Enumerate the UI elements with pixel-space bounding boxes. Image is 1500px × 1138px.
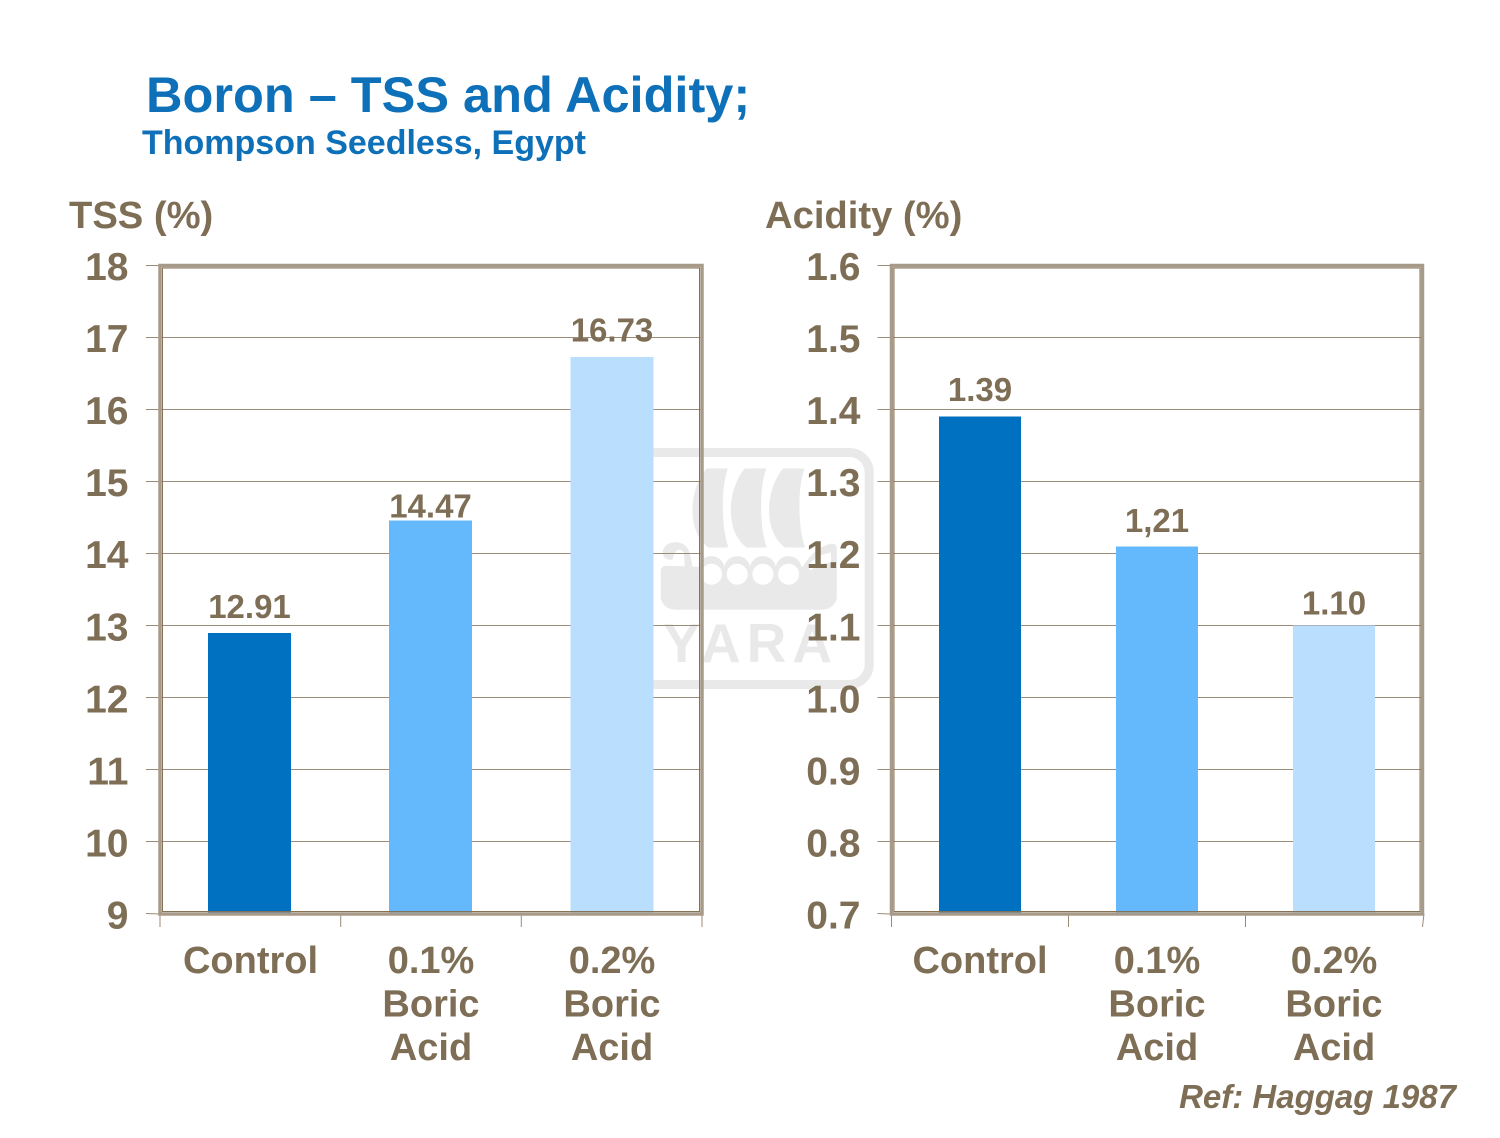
svg-text:11: 11 bbox=[87, 750, 128, 793]
svg-text:0.1%: 0.1% bbox=[1114, 940, 1201, 982]
svg-text:18: 18 bbox=[85, 246, 128, 289]
svg-text:1.6: 1.6 bbox=[806, 246, 860, 289]
svg-text:0.1%: 0.1% bbox=[388, 940, 475, 982]
svg-text:Ref: Haggag 1987: Ref: Haggag 1987 bbox=[1179, 1078, 1458, 1115]
svg-text:14.47: 14.47 bbox=[389, 488, 472, 525]
svg-text:Boric: Boric bbox=[563, 984, 660, 1026]
svg-text:Acid: Acid bbox=[1293, 1027, 1375, 1069]
svg-text:17: 17 bbox=[85, 318, 128, 361]
svg-text:12: 12 bbox=[85, 678, 128, 721]
svg-text:0.8: 0.8 bbox=[806, 822, 860, 865]
svg-text:Boron – TSS and Acidity;: Boron – TSS and Acidity; bbox=[146, 66, 750, 123]
svg-text:Acidity (%): Acidity (%) bbox=[765, 194, 962, 237]
svg-text:10: 10 bbox=[85, 822, 128, 865]
svg-text:1.39: 1.39 bbox=[948, 371, 1012, 408]
svg-text:1.3: 1.3 bbox=[806, 462, 860, 505]
svg-text:16.73: 16.73 bbox=[571, 312, 654, 349]
svg-text:YARA: YARA bbox=[663, 612, 838, 674]
svg-text:0.2%: 0.2% bbox=[569, 940, 656, 982]
svg-text:0.7: 0.7 bbox=[806, 895, 860, 938]
svg-text:Control: Control bbox=[183, 940, 318, 982]
svg-text:1.5: 1.5 bbox=[806, 318, 860, 361]
svg-text:15: 15 bbox=[85, 462, 128, 505]
svg-text:Acid: Acid bbox=[1116, 1027, 1198, 1069]
svg-text:9: 9 bbox=[107, 895, 129, 938]
svg-text:Thompson Seedless, Egypt: Thompson Seedless, Egypt bbox=[142, 124, 586, 162]
svg-text:TSS (%): TSS (%) bbox=[69, 194, 213, 237]
svg-text:1.2: 1.2 bbox=[806, 534, 860, 577]
svg-text:Acid: Acid bbox=[390, 1027, 472, 1069]
svg-text:Control: Control bbox=[912, 940, 1047, 982]
svg-text:14: 14 bbox=[85, 534, 129, 577]
svg-text:0.9: 0.9 bbox=[806, 750, 860, 793]
svg-text:Acid: Acid bbox=[571, 1027, 653, 1069]
svg-text:Boric: Boric bbox=[1285, 984, 1382, 1026]
svg-text:1.4: 1.4 bbox=[806, 390, 861, 433]
svg-text:Boric: Boric bbox=[1108, 984, 1205, 1026]
svg-text:1.10: 1.10 bbox=[1302, 585, 1366, 622]
svg-text:13: 13 bbox=[85, 606, 128, 649]
svg-text:1.1: 1.1 bbox=[806, 606, 860, 649]
svg-text:1.0: 1.0 bbox=[806, 678, 860, 721]
svg-text:1,21: 1,21 bbox=[1125, 502, 1189, 539]
svg-text:0.2%: 0.2% bbox=[1291, 940, 1378, 982]
svg-text:12.91: 12.91 bbox=[208, 588, 291, 625]
svg-text:Boric: Boric bbox=[382, 984, 479, 1026]
svg-text:16: 16 bbox=[85, 390, 128, 433]
